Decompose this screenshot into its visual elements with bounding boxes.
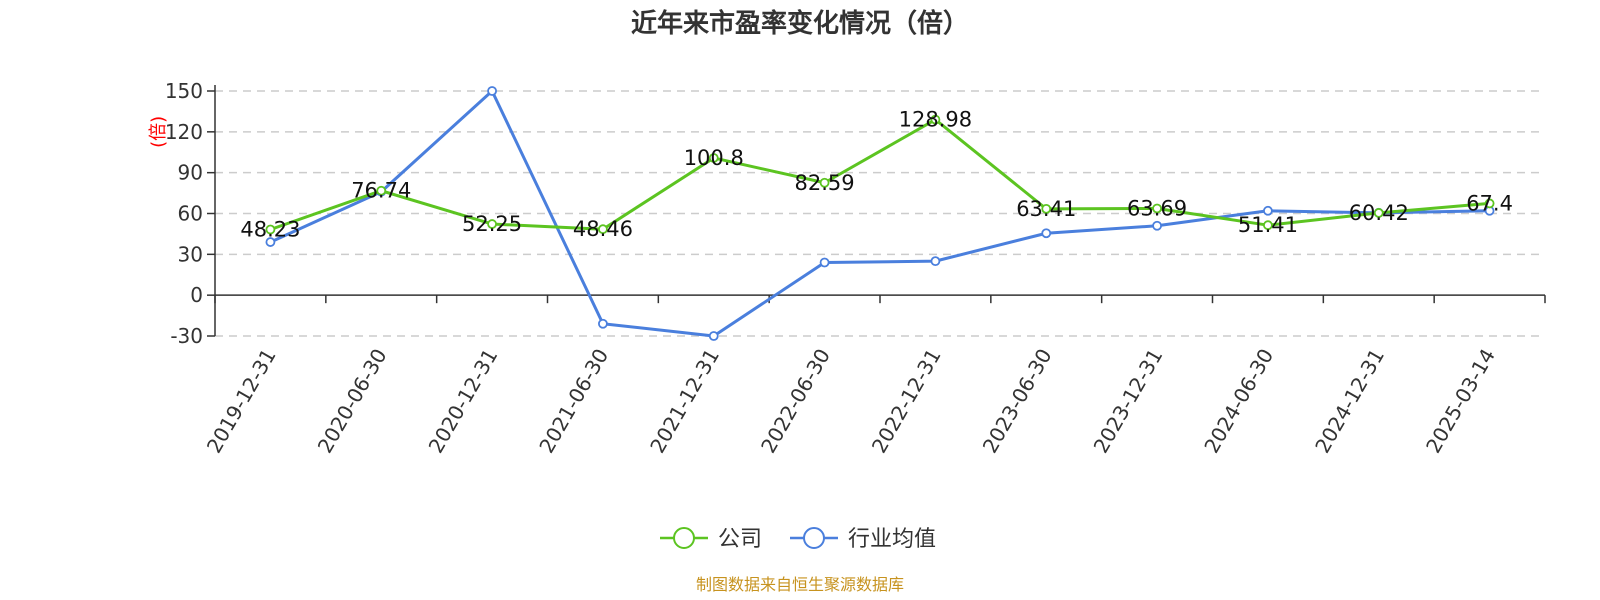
data-label: 76.74 [351,179,411,203]
y-tick-label: 0 [190,283,203,307]
data-label: 51.41 [1238,213,1298,237]
x-tick-label: 2022-06-30 [756,345,835,458]
x-tick-label: 2020-06-30 [313,345,392,458]
data-point [1484,198,1495,209]
data-point [819,177,830,188]
data-point [598,224,608,235]
legend[interactable]: 公司 行业均值 [660,527,936,552]
data-label: 52.25 [462,212,522,236]
y-axis-unit-label: (倍) [148,116,169,148]
y-tick-label: 120 [165,120,203,144]
y-tick-label: 60 [178,202,203,226]
data-label: 100.8 [684,146,744,170]
data-point [1041,228,1052,239]
data-point [265,224,276,235]
data-point [376,185,387,196]
series-line-0 [269,118,1490,231]
data-point [930,114,941,125]
y-tick-label: 30 [178,242,203,266]
chart-title: 近年来市盈率变化情况（倍） [631,8,969,39]
y-tick-label: 150 [165,79,203,103]
x-tick-label: 2024-12-31 [1310,345,1389,458]
x-tick-label: 2023-06-30 [978,345,1057,458]
y-axis-ticks: -30 0 30 60 90 120 150 [165,79,215,348]
x-tick-label: 2023-12-31 [1089,345,1168,458]
y-tick-label: -30 [170,324,203,348]
data-point [487,86,497,96]
data-label: 67.4 [1466,191,1513,215]
data-label: 48.46 [573,217,633,241]
x-tick-label: 2024-06-30 [1199,345,1278,458]
series-line-1 [269,89,1490,338]
data-point [1263,205,1273,216]
series-layer [265,86,1495,341]
x-tick-label: 2025-03-14 [1421,345,1500,458]
data-point [487,219,497,229]
data-label: 128.98 [899,108,972,132]
legend-item-0[interactable]: 公司 [660,527,762,552]
gridlines [215,90,1545,337]
legend-label: 行业均值 [848,527,936,552]
data-point [930,256,941,267]
data-point [1263,220,1273,231]
y-tick-label: 90 [178,161,203,185]
data-point [1373,208,1384,218]
data-point [598,318,608,329]
x-tick-label: 2019-12-31 [202,345,281,458]
x-tick-label: 2021-06-30 [534,345,613,458]
data-point [708,331,719,341]
data-labels: 48.23 76.74 52.25 48.46 100.8 82.59 128.98 63.4… [240,108,1513,242]
legend-item-1[interactable]: 行业均值 [790,527,936,552]
x-tick-label: 2021-12-31 [645,345,724,458]
data-point [1152,203,1162,214]
data-point [708,153,719,163]
data-label: 60.42 [1349,201,1409,225]
data-label: 82.59 [795,171,855,195]
data-label: 63.69 [1127,196,1187,220]
data-label: 48.23 [240,218,300,242]
legend-label: 公司 [718,527,762,552]
x-tick-label: 2020-12-31 [424,345,503,458]
x-axis-ticks: 2019-12-31 2020-06-30 2020-12-31 2021-06-30… [202,295,1546,458]
source-note: 制图数据来自恒生聚源数据库 [696,575,904,594]
data-label: 63.41 [1016,197,1076,221]
legend-marker [803,527,825,549]
x-tick-label: 2022-12-31 [867,345,946,458]
data-point [1152,220,1162,231]
data-point [265,237,276,247]
data-point [1041,203,1052,214]
data-point [819,257,830,268]
legend-marker [673,527,695,549]
